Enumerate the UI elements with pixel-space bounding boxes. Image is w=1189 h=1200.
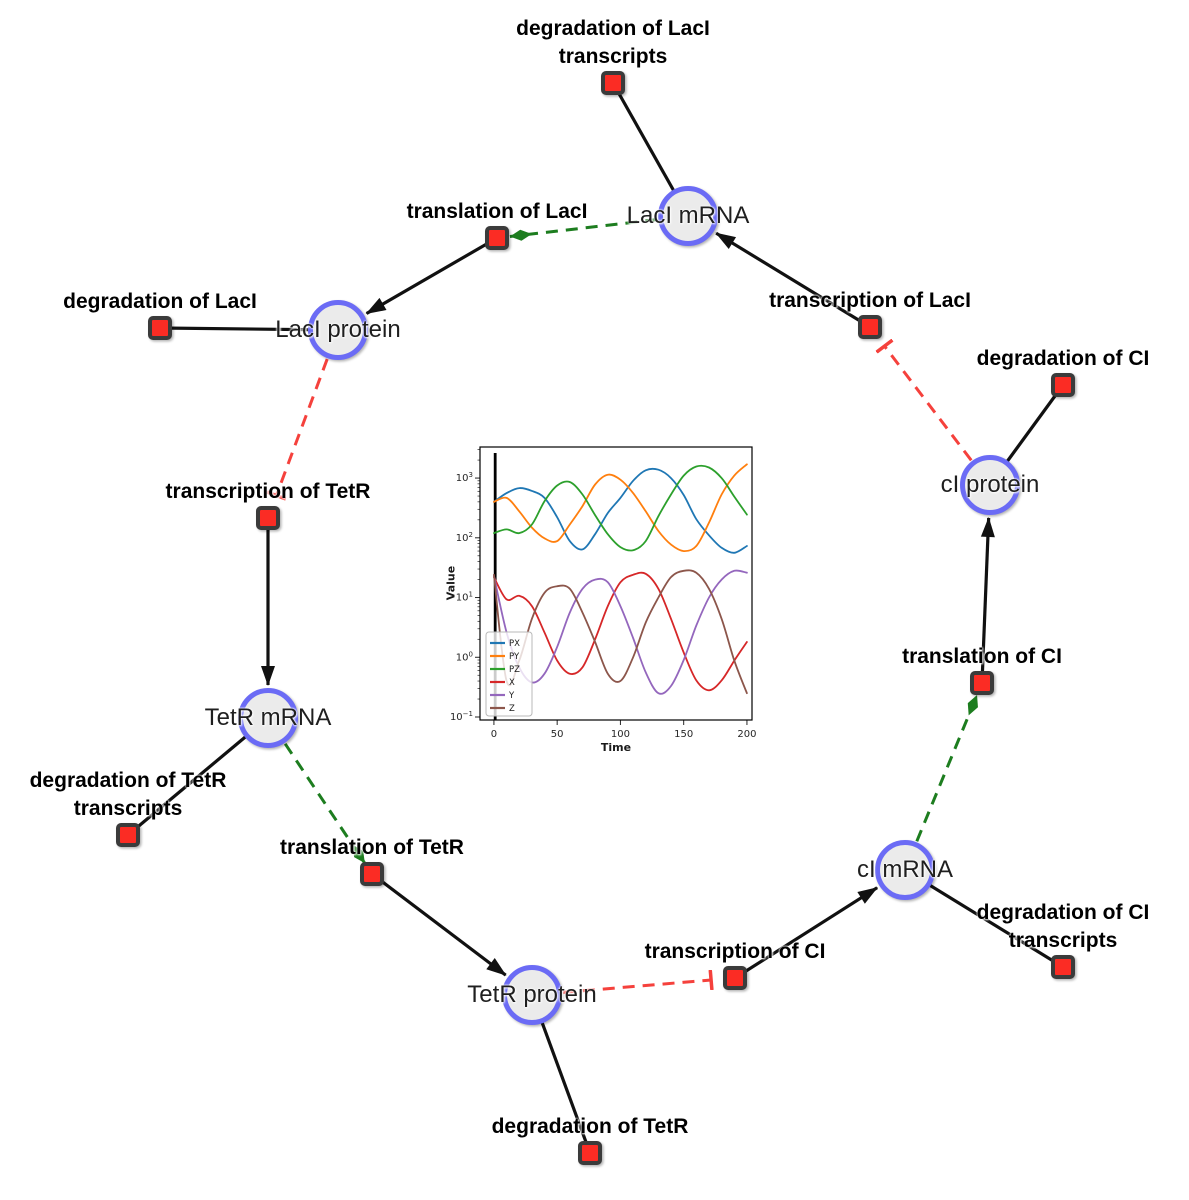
x-tick-label: 200 [737,729,756,740]
series-PZ [493,464,748,552]
species-label-laci-protein: LacI protein [275,316,401,343]
x-tick-label: 100 [611,729,630,740]
reaction-node-translation-laci[interactable] [485,226,509,250]
reaction-node-deg-tetr[interactable] [578,1141,602,1165]
reaction-node-translation-ci[interactable] [970,671,994,695]
reaction-label-transcription-tetr: transcription of TetR [165,480,371,503]
series-Z [493,569,748,695]
y-tick-label: 10−1 [450,710,473,723]
reaction-node-transcription-ci[interactable] [723,966,747,990]
edge-ci-protein-transcription-laci-inhibition [885,346,973,462]
edge-transcription-ci-ci-mrna-production [734,886,879,980]
edge-tetr-mrna-translation-tetr-activation [283,742,367,865]
reaction-label-translation-ci: translation of CI [902,645,1062,668]
reaction-node-transcription-tetr[interactable] [256,506,280,530]
reaction-label-deg-laci-transcripts: degradation of LacI transcripts [516,17,710,68]
reaction-node-deg-laci[interactable] [148,316,172,340]
plot-svg: 10−1 100 101 102 103 0 50 100 150 200 PX PY PZ XYZ [450,446,756,740]
reaction-label-deg-ci-transcripts: degradation of CI transcripts [976,901,1150,952]
legend-label-X: X [509,678,515,688]
reaction-label-deg-tetr-transcripts: degradation of TetR transcripts [29,769,227,820]
edge-transcription-laci-laci-mrna-production [715,231,871,329]
y-tick-label: 102 [456,531,473,544]
legend-label-PZ: PZ [509,665,520,675]
edge-laci-mrna-translation-laci-activation [509,218,658,241]
reaction-node-deg-ci-transcripts[interactable] [1051,955,1075,979]
species-label-ci-mrna: cI mRNA [857,856,953,883]
legend-label-PX: PX [509,639,520,649]
species-node-tetr-mrna[interactable] [238,688,298,748]
y-tick-label: 100 [456,650,473,663]
edge-translation-ci-ci-protein-production [980,516,995,684]
series-Y [493,569,748,695]
reaction-node-translation-tetr[interactable] [360,862,384,886]
plot-frame [479,446,753,721]
reaction-node-deg-ci[interactable] [1051,373,1075,397]
edge-ci-mrna-deg-ci-transcripts-consumption [904,868,1064,969]
reaction-label-deg-tetr: degradation of TetR [491,1115,689,1138]
x-axis-label: Time [600,741,632,754]
species-label-ci-protein: cI protein [940,471,1040,498]
edge-translation-tetr-tetr-protein-production [371,872,507,977]
reaction-label-translation-laci: translation of LacI [406,200,588,223]
y-axis-label: Value [444,565,458,601]
species-label-tetr-mrna: TetR mRNA [204,704,332,731]
edge-tetr-protein-transcription-ci-inhibition [562,980,711,994]
edge-laci-protein-transcription-tetr-inhibition [276,358,329,495]
species-node-tetr-protein[interactable] [502,965,562,1025]
y-tick-label: 103 [456,471,473,484]
legend-label-Z: Z [509,704,515,714]
species-node-ci-mrna[interactable] [875,840,935,900]
simulation-plot: 10−1 100 101 102 103 0 50 100 150 200 PX PY PZ X Y Z Ti… [445,438,770,760]
reaction-label-transcription-ci: transcription of CI [644,940,826,963]
x-tick-label: 0 [491,729,497,740]
edge-translation-laci-laci-protein-production [365,236,498,315]
species-label-tetr-protein: TetR protein [467,981,597,1008]
legend-label-Y: Y [508,691,515,701]
reaction-label-translation-tetr: translation of TetR [280,836,464,859]
x-tick-label: 50 [551,729,564,740]
edge-ci-mrna-translation-ci-activation [915,694,979,842]
x-tick-label: 150 [674,729,693,740]
series-X [493,571,748,692]
y-tick-label: 101 [456,591,473,604]
species-node-ci-protein[interactable] [960,455,1020,515]
series-PY [493,463,748,553]
reaction-label-deg-laci: degradation of LacI [63,290,257,313]
reaction-label-deg-ci: degradation of CI [976,347,1150,370]
reaction-label-transcription-laci: transcription of LacI [769,289,971,312]
reaction-node-deg-tetr-transcripts[interactable] [116,823,140,847]
reaction-node-transcription-laci[interactable] [858,315,882,339]
reaction-node-deg-laci-transcripts[interactable] [601,71,625,95]
species-node-laci-mrna[interactable] [658,186,718,246]
species-label-laci-mrna: LacI mRNA [626,202,750,229]
legend-label-PY: PY [509,652,520,662]
species-node-laci-protein[interactable] [308,300,368,360]
